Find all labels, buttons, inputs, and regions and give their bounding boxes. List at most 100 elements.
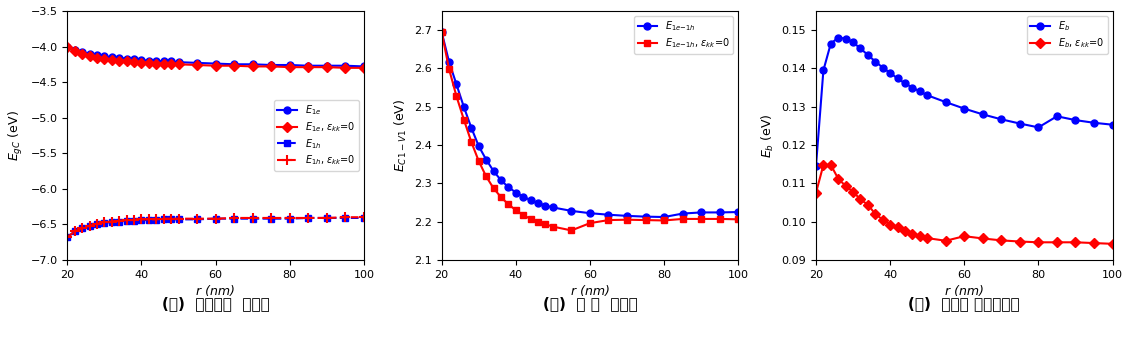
$E_{b}$ [832,36,845,40]
$E_{b}$, $\varepsilon_{kk}$=0 [890,225,904,230]
$E_{1e\mathrm{-}1h}$, $\varepsilon_{kk}$=0 [658,218,671,223]
$E_{1e}$ [68,48,81,52]
$E_{1e\mathrm{-}1h}$ [546,205,559,210]
Legend: $E_{1e}$, $E_{1e}$, $\varepsilon_{kk}$=0, $E_{1h}$, $E_{1h}$, $\varepsilon_{kk}$: $E_{1e}$, $E_{1e}$, $\varepsilon_{kk}$=0… [273,100,359,171]
$E_{1e\mathrm{-}1h}$ [464,126,478,130]
$E_{1h}$, $\varepsilon_{kk}$=0 [282,216,296,220]
$E_{1e}$ [97,54,111,58]
$E_{b}$, $\varepsilon_{kk}$=0 [832,177,845,181]
$E_{1e}$, $\varepsilon_{kk}$=0 [142,61,156,65]
$E_{1h}$ [339,216,353,220]
Text: (나)  띠 간  에너지: (나) 띠 간 에너지 [542,296,637,311]
$E_{1e\mathrm{-}1h}$, $\varepsilon_{kk}$=0 [531,220,545,224]
$E_{1e\mathrm{-}1h}$, $\varepsilon_{kk}$=0 [516,213,530,217]
$E_{b}$, $\varepsilon_{kk}$=0 [1032,240,1045,244]
$E_{1h}$ [76,226,89,230]
X-axis label: r (nm): r (nm) [945,285,984,298]
$E_{b}$, $\varepsilon_{kk}$=0 [921,236,935,240]
$E_{b}$, $\varepsilon_{kk}$=0 [817,163,831,167]
$E_{b}$ [1087,121,1101,125]
$E_{1h}$, $\varepsilon_{kk}$=0 [97,220,111,225]
$E_{1e}$ [227,62,241,66]
$E_{1h}$, $\varepsilon_{kk}$=0 [90,222,104,226]
$E_{1e}$ [264,63,278,67]
$E_{1e\mathrm{-}1h}$, $\varepsilon_{kk}$=0 [450,94,463,99]
$E_{1e}$, $\varepsilon_{kk}$=0 [172,62,185,66]
$E_{b}$ [809,164,823,168]
$E_{1e\mathrm{-}1h}$ [516,195,530,199]
$E_{b}$ [1032,125,1045,130]
$E_{1e\mathrm{-}1h}$ [539,203,553,208]
$E_{1e}$ [209,61,223,66]
$E_{1h}$ [282,217,296,221]
$E_{1e}$, $\varepsilon_{kk}$=0 [282,65,296,69]
$E_{b}$, $\varepsilon_{kk}$=0 [853,197,867,201]
$E_{1h}$ [113,219,127,224]
$E_{1h}$ [97,221,111,225]
$E_{b}$ [976,112,990,117]
$E_{1e\mathrm{-}1h}$, $\varepsilon_{kk}$=0 [494,195,507,199]
$E_{1h}$ [134,218,148,222]
$E_{b}$, $\varepsilon_{kk}$=0 [957,234,971,238]
$E_{1e}$ [113,56,127,60]
$E_{1e\mathrm{-}1h}$, $\varepsilon_{kk}$=0 [565,228,579,232]
$E_{1h}$, $\varepsilon_{kk}$=0 [320,216,333,220]
$E_{b}$, $\varepsilon_{kk}$=0 [861,203,875,207]
$E_{1h}$ [227,217,241,221]
$E_{1e\mathrm{-}1h}$ [565,209,579,213]
$E_{1e}$, $\varepsilon_{kk}$=0 [82,53,96,58]
$E_{1e}$, $\varepsilon_{kk}$=0 [164,62,177,66]
$E_{1e}$, $\varepsilon_{kk}$=0 [339,66,353,70]
$E_{1h}$ [357,216,371,220]
$E_{1e\mathrm{-}1h}$ [658,215,671,219]
$E_{1h}$, $\varepsilon_{kk}$=0 [339,215,353,219]
$E_{1e}$, $\varepsilon_{kk}$=0 [68,49,81,53]
$E_{1e}$ [128,57,141,61]
$E_{1e}$, $\varepsilon_{kk}$=0 [128,60,141,64]
$E_{1e}$ [134,58,148,62]
$E_{1e\mathrm{-}1h}$ [487,169,501,173]
$E_{b}$ [869,59,883,64]
$E_{1h}$, $\varepsilon_{kk}$=0 [128,218,141,222]
$E_{1e\mathrm{-}1h}$, $\varepsilon_{kk}$=0 [695,217,709,221]
$E_{1e}$ [82,52,96,56]
$E_{1e}$, $\varepsilon_{kk}$=0 [97,57,111,61]
$E_{1h}$, $\varepsilon_{kk}$=0 [142,217,156,222]
$E_{1e}$ [320,64,333,68]
$E_{b}$ [824,42,837,46]
$E_{1e}$ [61,45,75,49]
$E_{1e\mathrm{-}1h}$ [435,30,449,34]
$E_{1e\mathrm{-}1h}$, $\varepsilon_{kk}$=0 [713,217,727,221]
$E_{1h}$, $\varepsilon_{kk}$=0 [357,215,371,219]
$E_{1e}$, $\varepsilon_{kk}$=0 [302,65,315,69]
$E_{1e}$, $\varepsilon_{kk}$=0 [227,64,241,68]
Y-axis label: $E_{b}$ (eV): $E_{b}$ (eV) [759,113,776,158]
$E_{1h}$ [157,217,171,222]
$E_{1e\mathrm{-}1h}$, $\varepsilon_{kk}$=0 [539,222,553,226]
$E_{1h}$ [172,217,185,222]
$E_{b}$, $\varepsilon_{kk}$=0 [869,212,883,216]
$E_{b}$, $\varepsilon_{kk}$=0 [939,239,953,243]
$E_{b}$, $\varepsilon_{kk}$=0 [824,163,837,167]
$E_{b}$, $\varepsilon_{kk}$=0 [976,236,990,241]
$E_{b}$, $\varepsilon_{kk}$=0 [898,229,912,233]
$E_{1e\mathrm{-}1h}$, $\varepsilon_{kk}$=0 [435,30,449,34]
$E_{b}$ [994,117,1008,122]
$E_{1h}$, $\varepsilon_{kk}$=0 [134,217,148,222]
Line: $E_{1h}$, $\varepsilon_{kk}$=0: $E_{1h}$, $\varepsilon_{kk}$=0 [62,212,368,242]
$E_{b}$ [1014,121,1027,126]
$E_{1h}$, $\varepsilon_{kk}$=0 [105,219,119,224]
$E_{1e\mathrm{-}1h}$ [638,214,652,219]
Line: $E_{1e\mathrm{-}1h}$: $E_{1e\mathrm{-}1h}$ [438,29,741,221]
$E_{1h}$, $\varepsilon_{kk}$=0 [149,217,163,222]
$E_{1h}$, $\varepsilon_{kk}$=0 [227,216,241,220]
$E_{b}$, $\varepsilon_{kk}$=0 [838,184,852,188]
Line: $E_{1e\mathrm{-}1h}$, $\varepsilon_{kk}$=0: $E_{1e\mathrm{-}1h}$, $\varepsilon_{kk}$… [438,29,741,234]
$E_{b}$ [1106,122,1120,127]
$E_{1e}$, $\varepsilon_{kk}$=0 [320,65,333,69]
$E_{1h}$ [246,217,260,221]
$E_{1e}$ [190,61,203,65]
$E_{1h}$ [61,235,75,239]
$E_{1e}$, $\varepsilon_{kk}$=0 [190,63,203,67]
Text: (가)  기저상태  에너지: (가) 기저상태 에너지 [162,296,270,311]
